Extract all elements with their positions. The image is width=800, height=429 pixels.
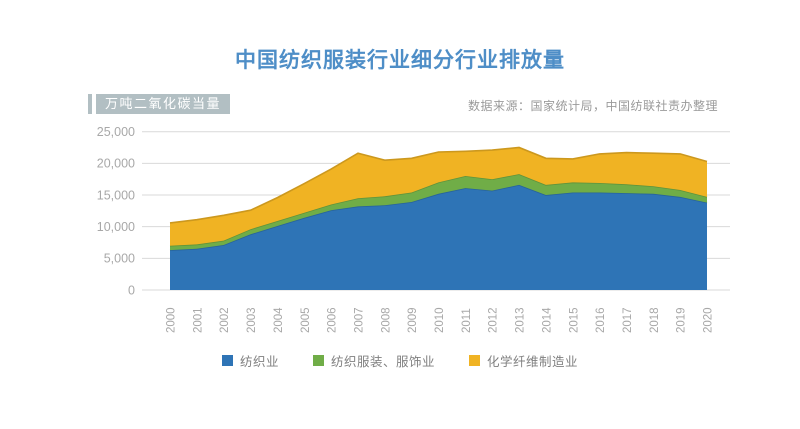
y-tick-label: 0 [128, 283, 135, 297]
x-tick-label: 2004 [273, 307, 285, 333]
unit-badge: 万吨二氧化碳当量 [88, 94, 231, 114]
x-tick-label: 2018 [649, 307, 661, 333]
legend: 纺织业 纺织服装、服饰业 化学纤维制造业 [0, 351, 800, 370]
area-series-2 [170, 147, 707, 246]
x-tick-label: 2005 [300, 307, 312, 333]
unit-badge-label: 万吨二氧化碳当量 [96, 94, 231, 114]
y-tick-label: 15,000 [97, 188, 135, 202]
page-title: 中国纺织服装行业细分行业排放量 [235, 49, 565, 72]
legend-item-chemfiber: 化学纤维制造业 [469, 351, 578, 370]
source-note: 数据来源：国家统计局，中国纺联社责办整理 [467, 99, 718, 113]
series-top-line-2 [169, 146, 708, 224]
y-tick-label: 25,000 [97, 125, 135, 139]
x-tick-label: 2014 [541, 307, 553, 333]
y-tick-label: 10,000 [97, 220, 135, 234]
x-tick-label: 2010 [434, 307, 446, 333]
legend-swatch-blue [221, 355, 233, 366]
x-tick-label: 2020 [703, 307, 715, 333]
x-tick-label: 2000 [166, 307, 178, 333]
badge-accent-bar [88, 94, 92, 114]
x-tick-label: 2009 [407, 307, 419, 333]
x-tick-label: 2002 [219, 307, 231, 333]
y-tick-label: 20,000 [97, 157, 135, 171]
legend-label: 纺织业 [239, 355, 279, 369]
x-tick-label: 2003 [246, 307, 258, 333]
x-tick-label: 2008 [380, 307, 392, 333]
legend-label: 化学纤维制造业 [487, 355, 579, 369]
y-tick-label: 5,000 [104, 252, 135, 266]
x-tick-label: 2011 [461, 308, 473, 333]
x-tick-label: 2013 [515, 307, 527, 333]
legend-label: 纺织服装、服饰业 [330, 355, 435, 369]
x-tick-label: 2015 [568, 307, 580, 333]
legend-item-apparel: 纺织服装、服饰业 [312, 351, 435, 370]
x-tick-label: 2017 [622, 307, 634, 333]
x-tick-label: 2019 [676, 307, 688, 333]
x-tick-label: 2001 [192, 307, 204, 333]
area-series-0 [170, 184, 707, 290]
legend-swatch-gold [469, 355, 480, 366]
x-tick-label: 2012 [488, 307, 500, 333]
x-tick-label: 2007 [353, 307, 365, 333]
x-tick-label: 2016 [595, 307, 607, 333]
plot-area: 0 5,000 10,000 15,000 20,000 25,000 2000 2001 20… [85, 124, 735, 346]
legend-swatch-green [312, 355, 324, 366]
area-series-1 [170, 174, 707, 251]
legend-item-textile: 纺织业 [221, 351, 279, 370]
emissions-stacked-area-chart: 0 5,000 10,000 15,000 20,000 25,000 2000 2001 20… [97, 125, 730, 333]
x-tick-label: 2006 [327, 307, 339, 333]
